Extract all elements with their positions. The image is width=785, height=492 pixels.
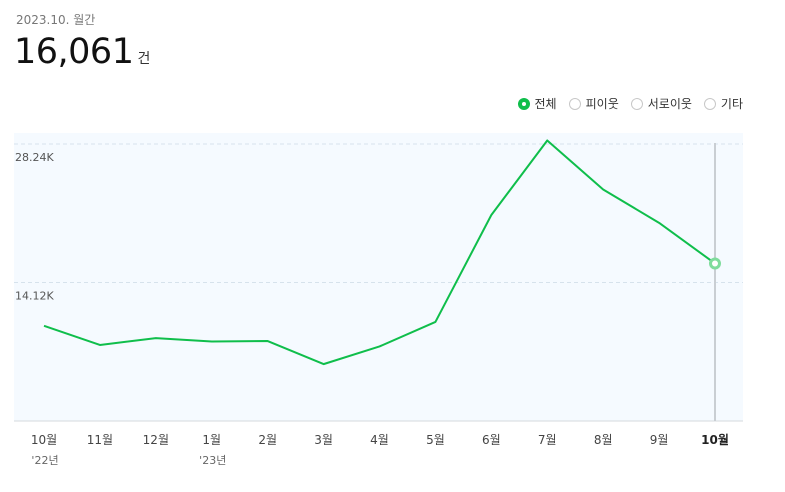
total-value: 16,061 [14,32,134,72]
radio-icon[interactable] [568,97,581,110]
x-tick-label: 12월 [143,433,169,447]
x-tick-label: 10월 [701,432,729,447]
legend-option-all[interactable]: 전체 [517,95,557,112]
x-tick-label: 5월 [426,433,445,447]
period-label: 2023.10. 월간 [16,13,96,27]
legend-label: 기타 [720,97,743,111]
x-tick-label: 6월 [482,433,501,447]
highlight-point[interactable] [709,257,721,270]
legend-option-mutual[interactable]: 서로이웃 [630,95,692,112]
x-tick-label: 8월 [594,433,613,447]
total-count: 16,061 건 [14,30,150,74]
x-tick-label: 3월 [314,433,333,447]
plot-area [14,133,743,421]
radio-icon[interactable] [517,97,530,110]
series-line [43,139,716,366]
y-tick-label: 14.12K [15,290,54,303]
x-tick-label: 1월 [202,433,221,447]
radio-icon[interactable] [630,97,643,110]
total-unit: 건 [137,51,151,67]
radio-icon[interactable] [703,97,716,110]
legend-label: 전체 [534,97,557,111]
legend-label: 서로이웃 [647,97,692,111]
x-tick-label: 7월 [538,433,557,447]
y-tick-label: 28.24K [15,151,54,164]
x-tick-label: 2월 [258,433,277,447]
legend-label: 피이웃 [585,97,619,111]
year-label: '22년 [31,454,58,467]
x-tick-label: 4월 [370,433,389,447]
x-tick-label: 10월 [31,433,57,447]
legend-option-other[interactable]: 기타 [703,95,743,112]
chart-legend: 전체 피이웃 서로이웃 기타 [517,95,743,112]
year-label: '23년 [199,454,226,467]
x-tick-label: 9월 [650,433,669,447]
x-tick-label: 11월 [87,433,113,447]
legend-option-neighbor[interactable]: 피이웃 [568,95,619,112]
